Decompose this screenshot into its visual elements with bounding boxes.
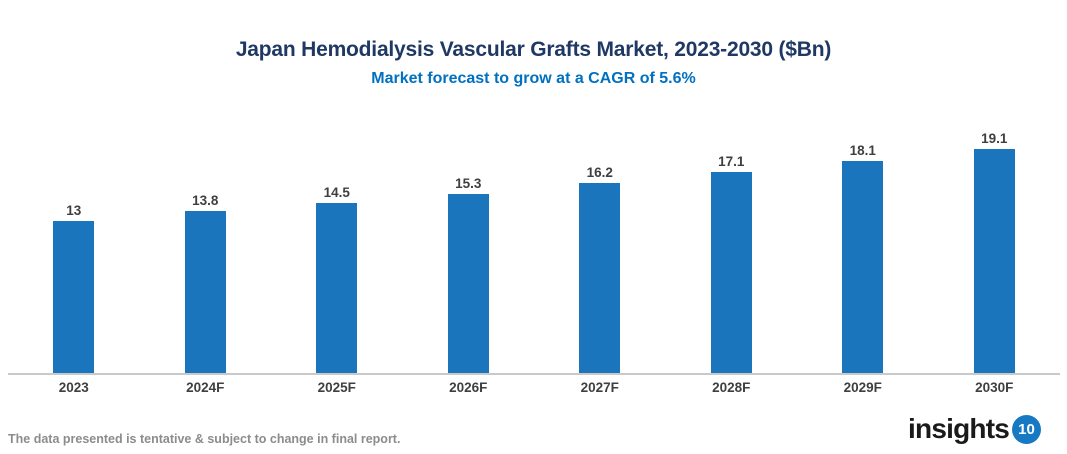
bar-value-label: 19.1 xyxy=(981,131,1008,146)
bars-row: 13 13.8 14.5 15.3 16.2 17.1 18.1 19.1 xyxy=(8,128,1060,373)
x-axis-label: 2029F xyxy=(843,380,882,395)
disclaimer-text: The data presented is tentative & subjec… xyxy=(8,432,401,446)
logo-badge-circle: 10 xyxy=(1012,414,1041,444)
x-axis-labels-row: 2023 2024F 2025F 2026F 2027F 2028F 2029F 2030F xyxy=(8,375,1060,395)
bar-value-label: 13.8 xyxy=(192,193,219,208)
bar xyxy=(710,172,752,373)
bar-group-2029F: 18.1 xyxy=(797,143,929,373)
x-axis-label: 2024F xyxy=(186,380,225,395)
bar-group-2027F: 16.2 xyxy=(534,165,666,373)
bar xyxy=(316,203,358,373)
bar-group-2030F: 19.1 xyxy=(929,131,1061,373)
chart-subtitle: Market forecast to grow at a CAGR of 5.6… xyxy=(371,70,696,87)
x-axis-line xyxy=(8,373,1060,375)
logo-text: insights xyxy=(908,413,1010,444)
bar xyxy=(579,183,621,373)
bar-value-label: 16.2 xyxy=(586,165,613,180)
chart-header: Japan Hemodialysis Vascular Grafts Marke… xyxy=(0,38,1067,88)
x-axis-label: 2025F xyxy=(317,380,356,395)
bar-value-label: 17.1 xyxy=(718,154,745,169)
bar-group-2023: 13 xyxy=(8,203,140,373)
bar-group-2028F: 17.1 xyxy=(666,154,798,373)
bar xyxy=(842,161,884,373)
x-axis-label: 2028F xyxy=(712,380,751,395)
x-axis-label: 2026F xyxy=(449,380,488,395)
bar-value-label: 13 xyxy=(66,203,82,218)
bar-value-label: 18.1 xyxy=(849,143,876,158)
bar-group-2025F: 14.5 xyxy=(271,185,403,373)
bar-group-2024F: 13.8 xyxy=(140,193,272,373)
bar xyxy=(184,211,226,373)
x-axis-label: 2030F xyxy=(975,380,1014,395)
bar-group-2026F: 15.3 xyxy=(403,176,535,373)
bar-value-label: 15.3 xyxy=(455,176,482,191)
bar xyxy=(973,149,1015,373)
chart-title: Japan Hemodialysis Vascular Grafts Marke… xyxy=(235,38,832,61)
x-axis-label: 2023 xyxy=(58,380,89,395)
bar xyxy=(447,194,489,373)
bar-value-label: 14.5 xyxy=(323,185,350,200)
bar-chart: 13 13.8 14.5 15.3 16.2 17.1 18.1 19.1 2023 2024F… xyxy=(8,128,1060,395)
x-axis-label: 2027F xyxy=(580,380,619,395)
insights10-logo: insights 10 xyxy=(908,413,1041,445)
bar xyxy=(53,221,95,373)
